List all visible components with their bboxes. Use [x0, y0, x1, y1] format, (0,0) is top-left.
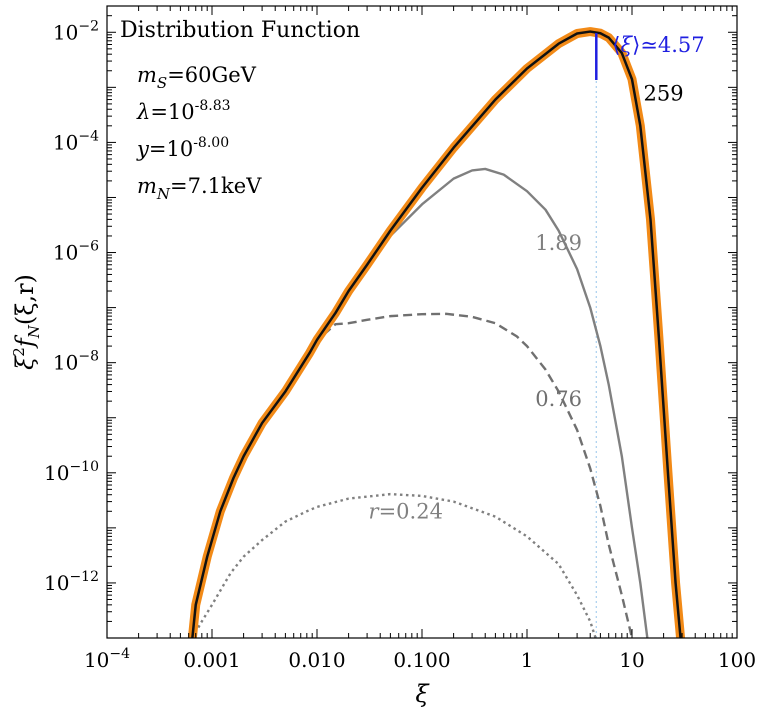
- y-tick-base: 10: [44, 571, 69, 595]
- y-tick-base: 10: [53, 351, 78, 375]
- x-tick-label: 100: [718, 648, 756, 672]
- series-line-r=0.24: [191, 492, 597, 638]
- curve-label-0.76: 0.76: [535, 387, 582, 411]
- param-line: mS=60GeV: [137, 63, 257, 92]
- param-exponent: -8.83: [195, 98, 231, 114]
- y-tick-label: 10−4: [53, 128, 99, 154]
- x-tick-label: 10−4: [84, 646, 130, 672]
- y-axis-label-xi: ξ: [11, 355, 39, 370]
- y-tick-label: 10−8: [53, 349, 99, 375]
- axis-ticks: [106, 5, 737, 639]
- curve-label-1.89: 1.89: [535, 231, 582, 255]
- series-line-0.76: [191, 312, 634, 638]
- param-subscript: N: [156, 185, 171, 203]
- x-tick-label: 0.100: [393, 648, 450, 672]
- y-axis-label-args: (ξ,r): [11, 274, 39, 325]
- param-symbol: m: [137, 174, 157, 198]
- y-tick-exp: −6: [78, 239, 99, 255]
- y-tick-label: 10−10: [44, 459, 99, 485]
- mean-value: ⟩≃4.57: [632, 33, 705, 57]
- y-tick-label: 10−2: [53, 18, 99, 44]
- curve-label-val: =0.24: [379, 499, 443, 523]
- y-tick-base: 10: [53, 130, 78, 154]
- series-halo-259: [187, 27, 686, 638]
- x-tick-label: 10: [619, 648, 644, 672]
- y-tick-exp: −8: [78, 349, 99, 365]
- param-subscript: S: [157, 74, 167, 92]
- y-tick-base: 10: [53, 20, 78, 44]
- curve-labels: 259 1.89 0.76 r=0.24: [369, 82, 684, 524]
- chart-title: Distribution Function: [120, 18, 360, 43]
- x-tick-label: 0.010: [288, 648, 345, 672]
- y-axis-label-sub: N: [25, 324, 43, 339]
- param-symbol: m: [137, 63, 157, 87]
- param-line: mN=7.1keV: [137, 174, 262, 203]
- param-line: λ=10-8.83: [136, 98, 231, 124]
- y-tick-exp: −10: [69, 459, 99, 475]
- param-value: =10: [150, 100, 194, 124]
- y-tick-label: 10−6: [53, 239, 99, 265]
- x-axis-label: ξ: [415, 680, 430, 708]
- series-line-259: [191, 30, 682, 638]
- y-tick-base: 10: [44, 461, 69, 485]
- param-symbol: y: [136, 137, 150, 161]
- axis-tick-labels: 10−4 0.001 0.010 0.100 1 10 10010−1210−1010−81…: [44, 18, 756, 672]
- x-tick-exp: −4: [109, 646, 130, 662]
- y-axis-label-sup: 2: [10, 347, 28, 357]
- x-tick-label: 1: [521, 648, 534, 672]
- mean-xi-marker: ⟨ξ⟩≃4.57: [595, 33, 705, 80]
- curve-label-259: 259: [644, 82, 684, 106]
- x-tick-label: 0.001: [183, 648, 240, 672]
- param-symbol: λ: [136, 100, 150, 124]
- x-tick-base: 10: [84, 648, 109, 672]
- param-line: y=10-8.00: [136, 135, 229, 161]
- curve-label-r=0.24: r=0.24: [369, 499, 443, 523]
- y-tick-label: 10−12: [44, 569, 99, 595]
- y-tick-exp: −12: [69, 569, 99, 585]
- param-value: =7.1keV: [170, 174, 262, 198]
- y-tick-exp: −4: [78, 128, 99, 144]
- y-tick-base: 10: [53, 241, 78, 265]
- mean-xi-symbol: ξ: [620, 33, 633, 57]
- param-exponent: -8.00: [193, 135, 229, 151]
- param-value: =10: [149, 137, 193, 161]
- curve-label-var: r: [369, 499, 381, 523]
- curves-group: [187, 27, 686, 638]
- mean-xi-label: ⟨ξ⟩≃4.57: [612, 33, 704, 57]
- mean-open: ⟨: [612, 33, 620, 57]
- y-axis-label: ξ2fN(ξ,r): [10, 274, 43, 370]
- param-value: =60GeV: [167, 63, 257, 87]
- y-tick-exp: −2: [78, 18, 99, 34]
